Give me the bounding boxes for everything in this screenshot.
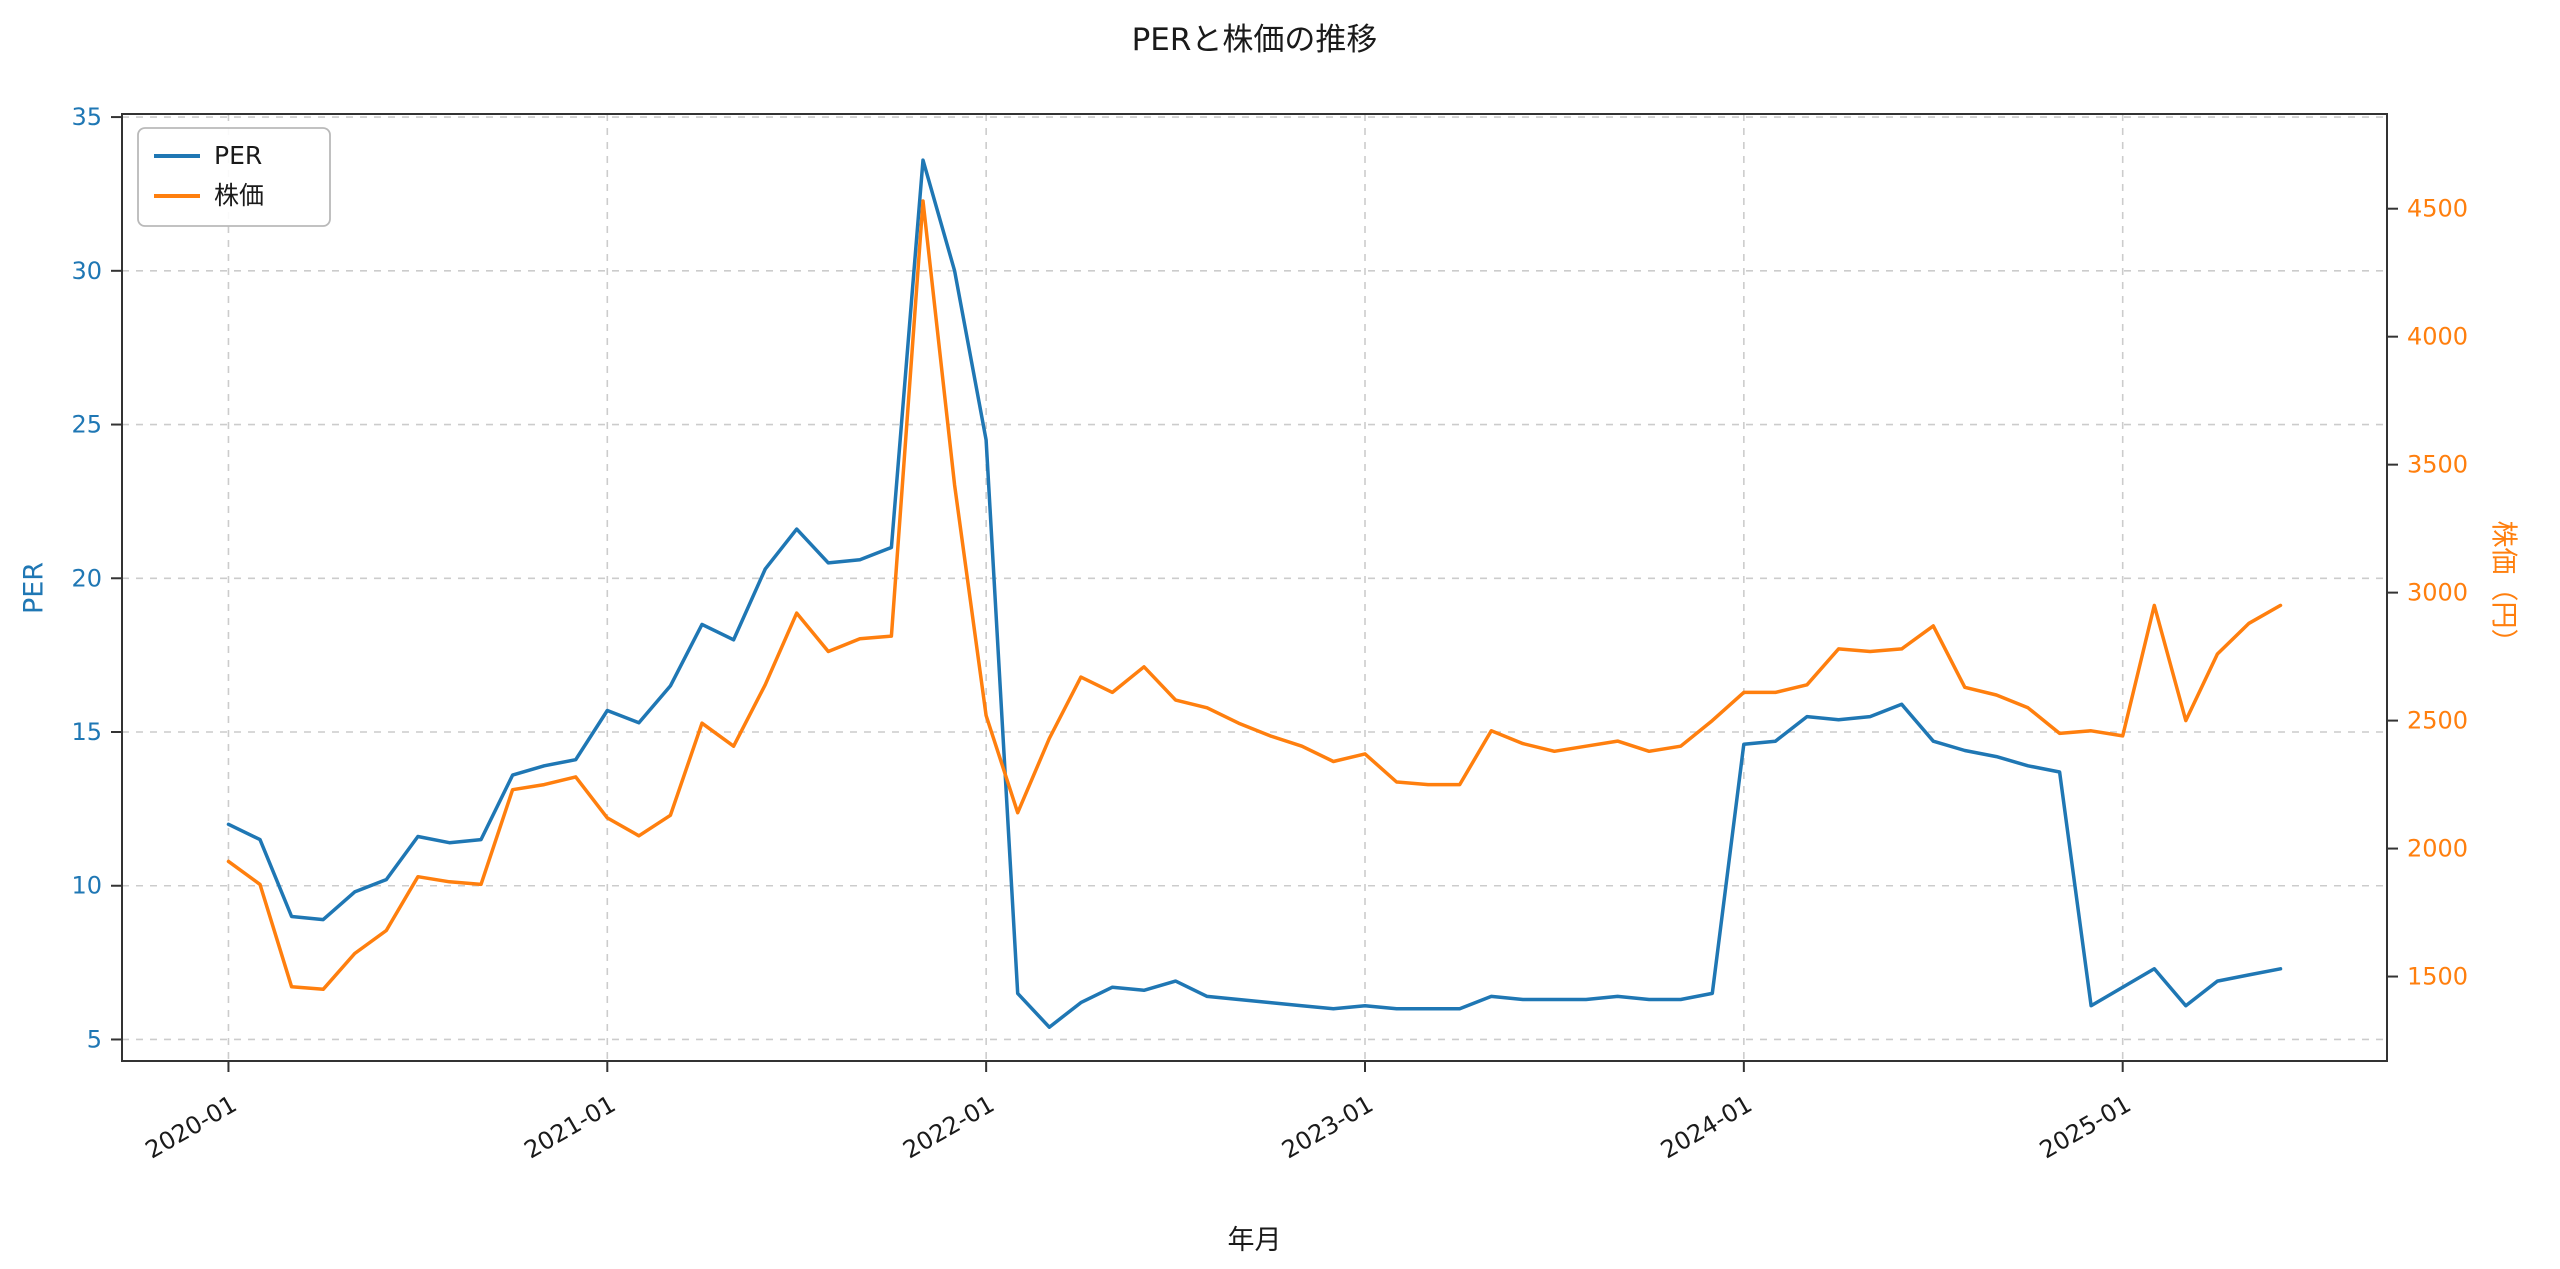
svg-text:20: 20 — [71, 564, 102, 592]
series-line-PER — [226, 158, 2283, 1029]
x-axis-label: 年月 — [1227, 1225, 1282, 1256]
svg-text:2025-01: 2025-01 — [2035, 1090, 2136, 1164]
svg-text:4500: 4500 — [2407, 195, 2468, 223]
svg-text:5: 5 — [87, 1025, 102, 1053]
legend-label-株価: 株価 — [214, 181, 264, 210]
chart-title: PERと株価の推移 — [1131, 22, 1378, 58]
svg-text:2020-01: 2020-01 — [141, 1090, 242, 1164]
y-axis-label-left: PER — [18, 561, 50, 615]
legend-label-PER: PER — [214, 141, 262, 170]
svg-text:35: 35 — [71, 103, 102, 131]
svg-text:3500: 3500 — [2407, 451, 2468, 479]
svg-text:15: 15 — [71, 718, 102, 746]
svg-text:2500: 2500 — [2407, 707, 2468, 735]
svg-text:2000: 2000 — [2407, 835, 2468, 863]
svg-text:2022-01: 2022-01 — [898, 1090, 999, 1164]
svg-text:25: 25 — [71, 411, 102, 439]
svg-text:1500: 1500 — [2407, 963, 2468, 991]
svg-text:2023-01: 2023-01 — [1277, 1090, 1378, 1164]
series-line-株価 — [226, 199, 2283, 992]
svg-text:2024-01: 2024-01 — [1656, 1090, 1757, 1164]
svg-text:2021-01: 2021-01 — [519, 1090, 620, 1164]
svg-text:30: 30 — [71, 257, 102, 285]
y-axis-label-right: 株価（円） — [2487, 520, 2519, 656]
grid-lines — [122, 114, 2387, 1061]
axis-ticks: 5 10 15 20 25 30 35 1500 2000 2500 3000 3500 4000 450… — [71, 103, 2468, 1164]
svg-text:4000: 4000 — [2407, 323, 2468, 351]
plot-frame — [121, 113, 2388, 1062]
legend: PER 株価 — [137, 127, 331, 227]
svg-text:10: 10 — [71, 872, 102, 900]
svg-text:3000: 3000 — [2407, 579, 2468, 607]
